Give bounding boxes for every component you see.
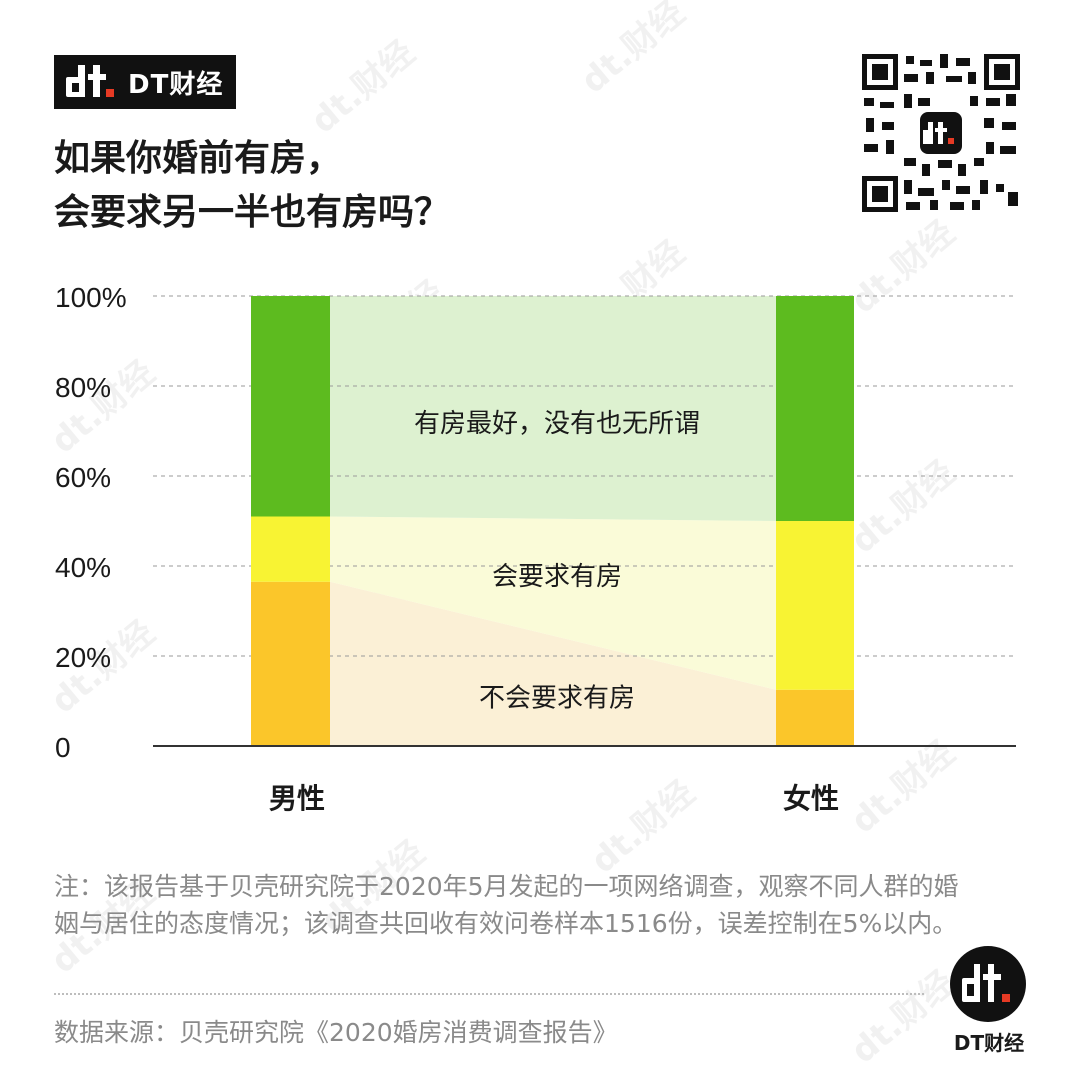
brand-tag: DT财经 [54, 55, 236, 109]
dt-logo-icon [66, 65, 114, 97]
series-label: 有房最好，没有也无所谓 [414, 409, 700, 439]
band-1 [330, 516, 776, 690]
brand-name: DT财经 [128, 69, 224, 100]
chart-title: 如果你婚前有房， 会要求另一半也有房吗？ [54, 132, 754, 240]
band-2 [330, 296, 776, 521]
chart-note: 注：该报告基于贝壳研究院于2020年5月发起的一项网络调查，观察不同人群的婚姻与… [54, 872, 959, 938]
divider [54, 993, 924, 995]
qr-code-icon [860, 52, 1022, 214]
y-tick-label: 60% [55, 462, 111, 493]
dt-round-logo-icon [950, 946, 1026, 1022]
title-line-1: 如果你婚前有房， [54, 138, 343, 179]
watermark: dt.财经 [843, 962, 963, 1072]
y-tick-label: 20% [55, 642, 111, 673]
bar-segment [251, 516, 330, 582]
y-tick-label: 80% [55, 372, 111, 403]
corner-brand-name: DT财经 [953, 1031, 1025, 1055]
bar-segment [776, 521, 854, 690]
bar-segment [251, 581, 330, 746]
title-line-2: 会要求另一半也有房吗？ [54, 192, 451, 233]
series-label: 会要求有房 [492, 562, 622, 592]
data-source: 数据来源：贝壳研究院《2020婚房消费调查报告》 [54, 1018, 618, 1047]
bar-segment [776, 689, 854, 746]
y-tick-label: 40% [55, 552, 111, 583]
y-tick-label: 100% [55, 282, 127, 313]
band-0 [330, 581, 776, 746]
x-category-label: 男性 [269, 782, 325, 815]
bar-segment [251, 296, 330, 517]
bar-segment [776, 296, 854, 521]
y-tick-label: 0 [55, 732, 71, 763]
series-label: 不会要求有房 [479, 684, 635, 714]
x-category-label: 女性 [783, 782, 839, 815]
